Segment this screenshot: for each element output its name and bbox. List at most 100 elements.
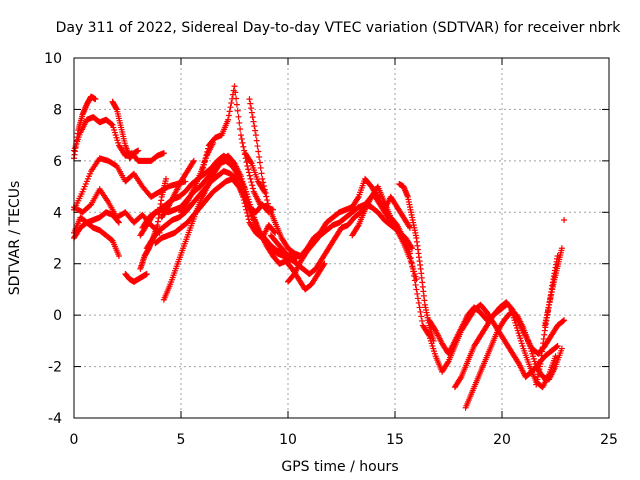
data-point bbox=[255, 148, 262, 155]
y-axis-label: SDTVAR / TECUs bbox=[7, 181, 23, 296]
data-point bbox=[163, 175, 170, 182]
data-point bbox=[354, 223, 361, 230]
data-point bbox=[444, 359, 451, 366]
data-point bbox=[143, 271, 150, 277]
data-point bbox=[258, 170, 265, 177]
data-point bbox=[354, 195, 361, 202]
data-point bbox=[108, 121, 115, 128]
data-point bbox=[92, 96, 99, 103]
data-point bbox=[249, 185, 256, 192]
series-track-30 bbox=[561, 217, 568, 223]
data-point bbox=[237, 132, 244, 139]
data-point bbox=[502, 302, 509, 309]
data-point bbox=[272, 229, 279, 236]
data-point bbox=[232, 89, 239, 96]
data-point bbox=[233, 95, 240, 102]
data-point bbox=[190, 159, 197, 166]
data-point bbox=[249, 182, 256, 189]
data-point bbox=[264, 197, 271, 204]
x-tick-label: 15 bbox=[386, 432, 404, 448]
data-point bbox=[558, 345, 565, 352]
y-tick-label: 6 bbox=[53, 154, 62, 170]
data-point bbox=[561, 317, 568, 324]
series-track-15 bbox=[158, 157, 197, 221]
data-point bbox=[210, 139, 217, 146]
plot-frame bbox=[73, 57, 610, 419]
data-point bbox=[270, 206, 277, 213]
data-point bbox=[245, 166, 252, 173]
data-point bbox=[261, 188, 268, 195]
series-track-6 bbox=[71, 214, 122, 259]
data-point bbox=[412, 281, 419, 288]
data-point bbox=[231, 83, 238, 90]
x-tick-labels: 0 5 10 15 20 25 bbox=[70, 432, 618, 448]
data-point bbox=[320, 262, 327, 268]
data-point bbox=[554, 343, 561, 349]
data-point bbox=[254, 143, 261, 150]
data-point bbox=[259, 175, 266, 182]
x-tick-label: 25 bbox=[600, 432, 618, 448]
y-tick-label: 2 bbox=[53, 257, 62, 273]
data-point bbox=[228, 100, 235, 106]
data-point bbox=[552, 353, 559, 360]
data-point bbox=[425, 331, 432, 338]
data-point bbox=[240, 143, 247, 150]
data-point bbox=[245, 216, 252, 223]
data-point bbox=[415, 299, 422, 306]
data-point bbox=[250, 118, 257, 125]
y-tick-label: -4 bbox=[48, 411, 62, 427]
x-tick-label: 0 bbox=[70, 432, 79, 448]
data-point bbox=[248, 109, 255, 116]
data-point bbox=[115, 218, 122, 225]
data-point bbox=[225, 112, 232, 119]
data-point bbox=[257, 164, 264, 171]
data-point bbox=[248, 179, 255, 186]
data-point bbox=[321, 260, 328, 267]
y-tick-label: 10 bbox=[44, 51, 62, 67]
x-tick-label: 20 bbox=[493, 432, 511, 448]
y-tick-label: 0 bbox=[53, 308, 62, 324]
data-point bbox=[247, 159, 254, 166]
series-track-26 bbox=[451, 301, 510, 391]
data-point bbox=[558, 245, 565, 252]
data-point bbox=[225, 116, 232, 123]
y-tick-label: -2 bbox=[48, 360, 62, 376]
data-point bbox=[245, 169, 252, 176]
data-point bbox=[246, 96, 253, 103]
y-tick-label: 8 bbox=[53, 102, 62, 118]
series-track-20 bbox=[285, 201, 420, 285]
data-point bbox=[249, 114, 256, 121]
data-point bbox=[234, 107, 241, 114]
data-point bbox=[417, 308, 424, 315]
x-tick-label: 5 bbox=[177, 432, 186, 448]
data-point bbox=[411, 277, 418, 284]
data-point bbox=[410, 272, 417, 279]
data-point bbox=[226, 108, 233, 115]
data-point bbox=[235, 113, 242, 120]
chart-title: Day 311 of 2022, Sidereal Day-to-day VTE… bbox=[56, 20, 622, 36]
data-point bbox=[503, 301, 510, 308]
data-point bbox=[251, 123, 258, 130]
data-point bbox=[409, 245, 416, 252]
data-point bbox=[115, 253, 122, 259]
data-point bbox=[238, 136, 245, 142]
series-track-2 bbox=[71, 93, 99, 162]
series-track-29 bbox=[541, 253, 561, 329]
data-point bbox=[408, 259, 415, 266]
data-point bbox=[410, 268, 417, 275]
y-tick-labels: -4 -2 0 2 4 6 8 10 bbox=[44, 51, 62, 427]
data-point bbox=[260, 187, 267, 194]
data-point bbox=[409, 263, 416, 270]
data-point bbox=[247, 175, 254, 182]
data-point bbox=[253, 137, 260, 144]
series-track-23 bbox=[396, 181, 437, 344]
series-track-14 bbox=[160, 152, 328, 303]
data-point bbox=[236, 119, 243, 126]
series-track-13 bbox=[137, 175, 170, 272]
data-point bbox=[419, 317, 426, 324]
data-point bbox=[407, 254, 414, 261]
data-point bbox=[561, 217, 568, 223]
data-point bbox=[414, 290, 421, 297]
data-point bbox=[135, 147, 142, 154]
